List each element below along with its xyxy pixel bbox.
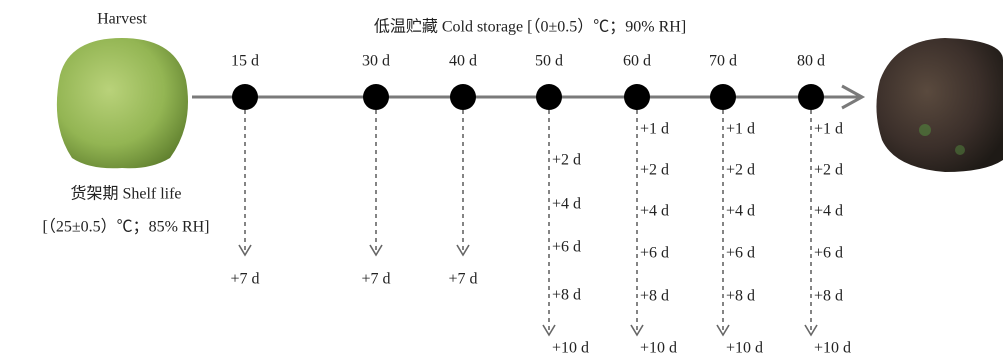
shelf-day-label: +6 d bbox=[640, 245, 669, 262]
timepoint-label: 15 d bbox=[231, 53, 259, 70]
shelf-day-label: +7 d bbox=[361, 271, 390, 288]
timepoint-label: 30 d bbox=[362, 53, 390, 70]
diagram: Harvest 低温贮藏 Cold storage [（0±0.5）℃；90% … bbox=[0, 0, 1003, 359]
shelf-day-label: +4 d bbox=[726, 203, 755, 220]
harvest-fruit bbox=[57, 38, 188, 168]
timepoint-dot bbox=[232, 84, 258, 110]
storage-title: 低温贮藏 Cold storage [（0±0.5）℃；90% RH] bbox=[374, 18, 686, 36]
shelf-day-label: +4 d bbox=[552, 196, 581, 213]
shelf-day-label: +8 d bbox=[726, 288, 755, 305]
fruit-spot bbox=[919, 124, 931, 136]
timepoint-dot bbox=[450, 84, 476, 110]
harvest-label: Harvest bbox=[97, 11, 147, 28]
shelf-day-label: +10 d bbox=[814, 340, 851, 357]
shelf-day-label: +2 d bbox=[814, 162, 843, 179]
timepoint-dot bbox=[536, 84, 562, 110]
timepoint-label: 70 d bbox=[709, 53, 737, 70]
shelf-day-label: +2 d bbox=[726, 162, 755, 179]
timepoint-label: 50 d bbox=[535, 53, 563, 70]
shelf-day-label: +7 d bbox=[448, 271, 477, 288]
shelf-day-label: +10 d bbox=[640, 340, 677, 357]
timepoint-label: 60 d bbox=[623, 53, 651, 70]
shelf-day-label: +1 d bbox=[814, 121, 843, 138]
shelf-day-label: +7 d bbox=[230, 271, 259, 288]
shelf-life-conditions: [（25±0.5）℃；85% RH] bbox=[43, 218, 210, 236]
timepoint-dot bbox=[710, 84, 736, 110]
stored-fruit bbox=[876, 38, 1003, 172]
shelf-day-label: +10 d bbox=[552, 340, 589, 357]
fruit-spot bbox=[955, 145, 965, 155]
shelf-day-label: +4 d bbox=[640, 203, 669, 220]
shelf-life-title: 货架期 Shelf life bbox=[70, 185, 181, 203]
shelf-day-label: +6 d bbox=[814, 245, 843, 262]
shelf-day-label: +10 d bbox=[726, 340, 763, 357]
shelf-day-label: +4 d bbox=[814, 203, 843, 220]
shelf-day-label: +8 d bbox=[640, 288, 669, 305]
timepoint-dot bbox=[624, 84, 650, 110]
shelf-day-label: +1 d bbox=[726, 121, 755, 138]
shelf-day-label: +2 d bbox=[640, 162, 669, 179]
shelf-day-label: +8 d bbox=[552, 287, 581, 304]
shelf-day-label: +1 d bbox=[640, 121, 669, 138]
timepoint-label: 40 d bbox=[449, 53, 477, 70]
shelf-day-label: +6 d bbox=[726, 245, 755, 262]
timepoint-label: 80 d bbox=[797, 53, 825, 70]
timepoint-dot bbox=[363, 84, 389, 110]
shelf-day-label: +2 d bbox=[552, 152, 581, 169]
timepoint-dot bbox=[798, 84, 824, 110]
shelf-day-label: +6 d bbox=[552, 239, 581, 256]
shelf-day-label: +8 d bbox=[814, 288, 843, 305]
